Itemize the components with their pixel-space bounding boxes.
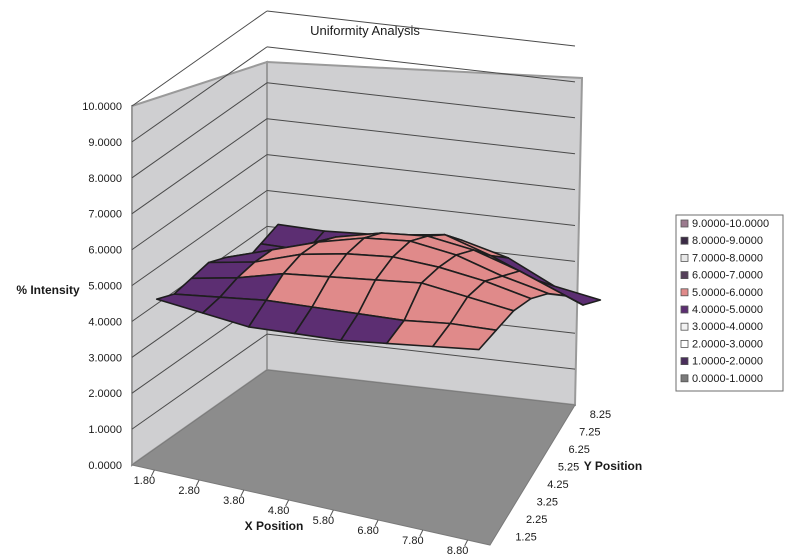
legend-entry: 1.0000-2.0000 — [680, 356, 763, 368]
z-tick-label: 0.0000 — [88, 460, 122, 472]
x-tick-mark — [195, 479, 200, 487]
x-tick-label: 2.80 — [178, 485, 199, 497]
legend-entry: 7.0000-8.0000 — [680, 252, 763, 264]
legend-swatch — [680, 271, 689, 280]
legend-label: 5.0000-6.0000 — [692, 287, 763, 299]
legend-entry: 8.0000-9.0000 — [680, 235, 763, 247]
legend-swatch — [680, 236, 689, 245]
x-tick-mark — [464, 539, 469, 547]
x-tick-label: 6.80 — [357, 525, 378, 537]
x-tick-mark — [419, 529, 424, 537]
z-tick-label: 1.0000 — [88, 424, 122, 436]
x-tick-mark — [285, 499, 290, 507]
z-tick-label: 4.0000 — [88, 316, 122, 328]
x-tick-label: 5.80 — [313, 515, 334, 527]
legend-entry: 4.0000-5.0000 — [680, 304, 763, 316]
y-axis-title: Y Position — [584, 459, 642, 473]
gridline-left-wall — [131, 154, 268, 251]
floor — [130, 369, 576, 546]
z-tick-label: 10.0000 — [82, 101, 122, 113]
x-tick-label: 7.80 — [402, 535, 423, 547]
x-tick-mark — [240, 489, 245, 497]
gridline-left-wall — [131, 46, 268, 143]
x-tick-mark — [150, 469, 155, 477]
legend-entry: 3.0000-4.0000 — [680, 321, 763, 333]
x-tick-mark — [374, 519, 379, 527]
surface-cell — [431, 322, 498, 351]
legend-swatch — [680, 305, 689, 314]
legend-swatch — [680, 219, 689, 228]
legend: 9.0000-10.0000 8.0000-9.0000 7.0000-8.0000… — [680, 218, 769, 385]
y-tick-label: 4.25 — [547, 479, 568, 491]
legend-swatch — [680, 288, 689, 297]
x-tick-label: 4.80 — [268, 505, 289, 517]
y-tick-label: 2.25 — [526, 514, 547, 526]
legend-label: 1.0000-2.0000 — [692, 356, 763, 368]
legend-label: 3.0000-4.0000 — [692, 321, 763, 333]
gridline-left-wall — [131, 190, 268, 286]
z-tick-label: 6.0000 — [88, 245, 122, 257]
y-tick-label: 3.25 — [537, 496, 558, 508]
legend-swatch — [680, 322, 689, 331]
z-tick-label: 7.0000 — [88, 209, 122, 221]
y-axis-ticks: 1.25 2.25 3.25 4.25 5.25 6.25 7.25 8.25 — [515, 409, 611, 544]
legend-entry: 0.0000-1.0000 — [680, 373, 763, 385]
gridline-back-wall — [266, 190, 576, 226]
gridline-back-wall — [266, 10, 576, 47]
y-tick-label: 6.25 — [568, 444, 589, 456]
legend-entry: 5.0000-6.0000 — [680, 287, 763, 299]
legend-box — [675, 214, 784, 392]
surface-mesh — [155, 223, 602, 351]
z-tick-label: 8.0000 — [88, 173, 122, 185]
legend-entry: 9.0000-10.0000 — [680, 218, 769, 230]
legend-label: 0.0000-1.0000 — [692, 373, 763, 385]
gridline-left-wall — [131, 333, 268, 430]
x-axis-ticks: 1.80 2.80 3.80 4.80 5.80 6.80 7.80 8.80 — [134, 469, 469, 557]
gridline-back-wall — [266, 333, 576, 370]
legend-swatch — [680, 357, 689, 366]
x-tick-label: 8.80 — [447, 545, 468, 557]
legend-entry: 2.0000-3.0000 — [680, 338, 763, 350]
legend-swatch — [680, 253, 689, 262]
gridline-left-wall — [131, 10, 268, 107]
legend-label: 4.0000-5.0000 — [692, 304, 763, 316]
z-tick-label: 2.0000 — [88, 388, 122, 400]
z-axis-title: % Intensity — [16, 283, 80, 297]
y-tick-label: 1.25 — [515, 531, 536, 543]
y-tick-label: 8.25 — [590, 409, 611, 421]
x-tick-label: 3.80 — [223, 495, 244, 507]
x-tick-label: 1.80 — [134, 475, 155, 487]
z-axis-ticks: 0.0000 1.0000 2.0000 3.0000 4.0000 5.0000 6.00… — [82, 101, 122, 472]
legend-swatch — [680, 374, 689, 383]
legend-label: 9.0000-10.0000 — [692, 218, 769, 230]
y-tick-label: 5.25 — [558, 461, 579, 473]
x-tick-mark — [329, 509, 334, 517]
gridline-left-wall — [131, 118, 268, 215]
x-axis-title: X Position — [245, 519, 304, 533]
legend-entry: 6.0000-7.0000 — [680, 270, 763, 282]
gridline-back-wall — [266, 154, 576, 191]
y-tick-label: 7.25 — [579, 426, 600, 438]
z-tick-label: 3.0000 — [88, 352, 122, 364]
gridline-back-wall — [266, 118, 576, 155]
legend-label: 8.0000-9.0000 — [692, 235, 763, 247]
gridline-back-wall — [266, 82, 576, 119]
legend-label: 7.0000-8.0000 — [692, 252, 763, 264]
z-tick-label: 5.0000 — [88, 281, 122, 293]
legend-label: 2.0000-3.0000 — [692, 338, 763, 350]
gridline-back-wall — [266, 46, 576, 83]
gridline-left-wall — [131, 82, 268, 179]
legend-swatch — [680, 339, 689, 348]
z-tick-label: 9.0000 — [88, 137, 122, 149]
legend-label: 6.0000-7.0000 — [692, 270, 763, 282]
chart-title: Uniformity Analysis — [310, 23, 420, 38]
